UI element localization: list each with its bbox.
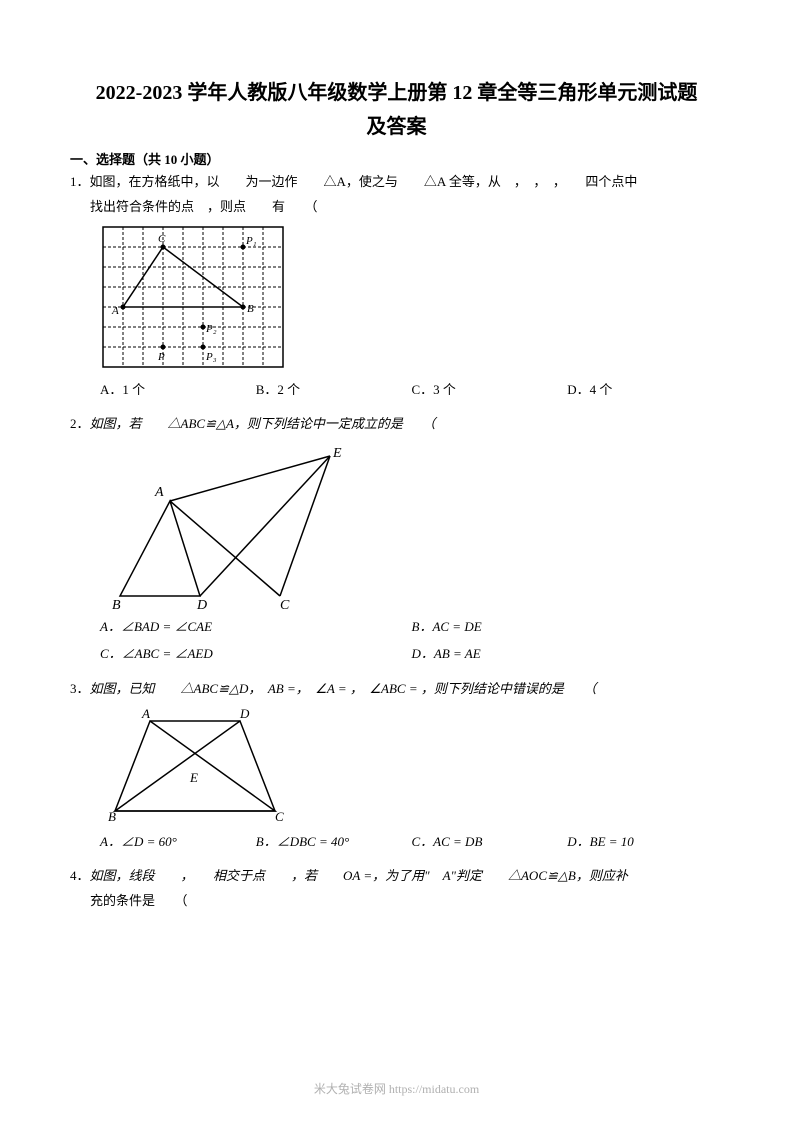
options-q2: A．∠BAD = ∠CAE B．AC = DE C．∠ABC = ∠AED D．… xyxy=(70,617,723,665)
option-b: B．AC = DE xyxy=(412,617,724,638)
option-a: A．1 个 xyxy=(100,380,256,401)
option-b: B．2 个 xyxy=(256,380,412,401)
label-P3: P₃ xyxy=(205,351,217,363)
label-C: C xyxy=(280,598,290,611)
option-d: D．BE = 10 xyxy=(567,832,723,853)
label-D: D xyxy=(196,598,207,611)
question-1: 1．如图，在方格纸中，以 为一边作 △A，使之与 △A 全等，从 ， ， ， 四… xyxy=(70,172,723,400)
page-title: 2022-2023 学年人教版八年级数学上册第 12 章全等三角形单元测试题 xyxy=(70,80,723,106)
question-body: 如图，若 △ABC≌△A，则下列结论中一定成立的是 （ xyxy=(90,416,436,431)
figure-q2: A B C D E xyxy=(100,441,723,611)
question-num: 2． xyxy=(70,416,90,431)
question-num: 1． xyxy=(70,174,90,189)
label-B: B xyxy=(247,303,254,315)
label-D: D xyxy=(239,706,250,721)
figure-q1: C P₁ A B P₂ P P₃ xyxy=(100,224,723,374)
question-3: 3．如图，已知 △ABC≌△D， AB =， ∠A = ， ∠ABC = ，则下… xyxy=(70,679,723,853)
question-text: 3．如图，已知 △ABC≌△D， AB =， ∠A = ， ∠ABC = ，则下… xyxy=(70,679,723,700)
label-P1: P₁ xyxy=(245,235,257,247)
question-2: 2．如图，若 △ABC≌△A，则下列结论中一定成立的是 （ A B C D E … xyxy=(70,414,723,664)
label-C: C xyxy=(275,809,284,824)
label-C: C xyxy=(158,233,166,245)
question-body: 如图，线段 ， 相交于点 ，若 OA =，为了用" A"判定 △AOC≌△B，则… xyxy=(90,868,628,883)
label-A: A xyxy=(111,305,119,317)
question-text: 2．如图，若 △ABC≌△A，则下列结论中一定成立的是 （ xyxy=(70,414,723,435)
option-d: D．4 个 xyxy=(567,380,723,401)
question-num: 4． xyxy=(70,868,90,883)
option-a: A．∠BAD = ∠CAE xyxy=(100,617,412,638)
question-text: 1．如图，在方格纸中，以 为一边作 △A，使之与 △A 全等，从 ， ， ， 四… xyxy=(70,172,723,193)
question-4: 4．如图，线段 ， 相交于点 ，若 OA =，为了用" A"判定 △AOC≌△B… xyxy=(70,866,723,912)
page-subtitle: 及答案 xyxy=(70,110,723,139)
question-text-cont: 充的条件是 （ xyxy=(70,891,723,912)
label-E: E xyxy=(332,446,342,461)
options-q1: A．1 个 B．2 个 C．3 个 D．4 个 xyxy=(70,380,723,401)
options-q3: A．∠D = 60° B．∠DBC = 40° C．AC = DB D．BE =… xyxy=(70,832,723,853)
option-b: B．∠DBC = 40° xyxy=(256,832,412,853)
label-B: B xyxy=(112,598,121,611)
option-c: C．∠ABC = ∠AED xyxy=(100,644,412,665)
question-text-cont: 找出符合条件的点 ，则点 有 （ xyxy=(70,197,723,218)
label-A: A xyxy=(141,706,150,721)
label-B: B xyxy=(108,809,116,824)
figure-q3: A D B C E xyxy=(100,706,723,826)
label-A: A xyxy=(154,485,164,500)
label-P2: P₂ xyxy=(205,323,217,335)
option-d: D．AB = AE xyxy=(412,644,724,665)
label-E: E xyxy=(189,770,198,785)
page-footer: 米大兔试卷网 https://midatu.com xyxy=(0,1080,793,1097)
question-body: 如图，已知 △ABC≌△D， AB =， ∠A = ， ∠ABC = ，则下列结… xyxy=(90,681,597,696)
option-c: C．3 个 xyxy=(412,380,568,401)
question-body: 如图，在方格纸中，以 为一边作 △A，使之与 △A 全等，从 ， ， ， 四个点… xyxy=(90,174,638,189)
question-num: 3． xyxy=(70,681,90,696)
option-c: C．AC = DB xyxy=(412,832,568,853)
section-header: 一、选择题（共 10 小题） xyxy=(70,149,723,168)
question-text: 4．如图，线段 ， 相交于点 ，若 OA =，为了用" A"判定 △AOC≌△B… xyxy=(70,866,723,887)
option-a: A．∠D = 60° xyxy=(100,832,256,853)
label-P: P xyxy=(157,351,165,363)
